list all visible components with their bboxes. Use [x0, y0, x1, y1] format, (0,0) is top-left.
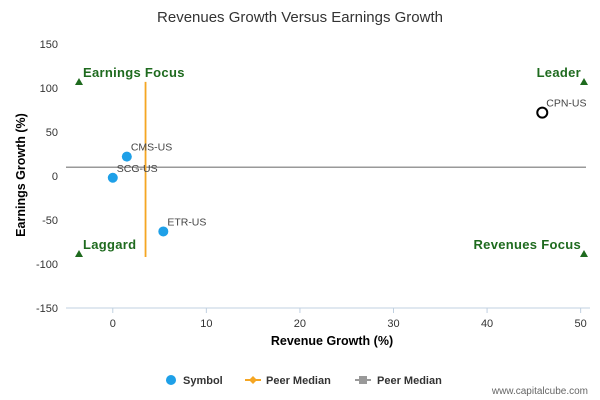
data-point[interactable] — [121, 151, 132, 162]
chart-title: Revenues Growth Versus Earnings Growth — [157, 9, 443, 26]
x-tick-label: 50 — [575, 318, 587, 330]
y-tick-label: -100 — [36, 259, 58, 271]
x-tick-label: 30 — [387, 318, 399, 330]
quadrant-label: Laggard — [83, 237, 136, 252]
legend-item-label[interactable]: Peer Median — [266, 375, 331, 387]
y-tick-label: 150 — [40, 39, 58, 51]
y-tick-label: 100 — [40, 83, 58, 95]
y-tick-label: 0 — [52, 171, 58, 183]
data-point[interactable] — [158, 226, 169, 237]
quadrant-marker-icon — [580, 78, 588, 85]
legend-diamond-icon — [249, 376, 257, 384]
legend-item-label[interactable]: Symbol — [183, 375, 223, 387]
y-tick-label: -50 — [42, 215, 58, 227]
quadrant-marker-icon — [75, 78, 83, 85]
y-axis-ticks: 150 100 50 0 -50 -100 -150 — [36, 39, 58, 315]
legend-item-label[interactable]: Peer Median — [377, 375, 442, 387]
data-points: CMS-US SCG-US ETR-US CPN-US — [107, 98, 587, 237]
y-tick-label: 50 — [46, 127, 58, 139]
y-axis-label: Earnings Growth (%) — [14, 113, 28, 237]
quadrant-marker-icon — [75, 250, 83, 257]
quadrant-label: Leader — [537, 65, 581, 80]
data-point-label: CMS-US — [131, 142, 172, 154]
quadrant-label: Earnings Focus — [83, 65, 185, 80]
x-axis-label: Revenue Growth (%) — [271, 334, 393, 348]
legend-symbol-icon — [166, 375, 176, 385]
x-tick-label: 10 — [200, 318, 212, 330]
y-tick-label: -150 — [36, 303, 58, 315]
data-point[interactable] — [107, 172, 118, 183]
data-point-label: ETR-US — [167, 216, 206, 228]
quadrant-label: Revenues Focus — [473, 237, 581, 252]
peer-median-lines — [66, 81, 586, 257]
x-axis-ticks: 0 10 20 30 40 50 — [110, 308, 587, 330]
x-tick-label: 40 — [481, 318, 493, 330]
quadrant-labels: Earnings Focus Leader Laggard Revenues Focu… — [75, 65, 588, 257]
data-point-label: SCG-US — [117, 163, 158, 175]
data-point-label: CPN-US — [546, 98, 586, 110]
x-tick-label: 20 — [294, 318, 306, 330]
legend[interactable]: Symbol Peer Median Peer Median — [166, 375, 442, 387]
x-tick-label: 0 — [110, 318, 116, 330]
quadrant-marker-icon — [580, 250, 588, 257]
watermark: www.capitalcube.com — [491, 386, 588, 397]
data-point-highlight[interactable] — [536, 106, 549, 119]
legend-square-icon — [359, 376, 367, 384]
